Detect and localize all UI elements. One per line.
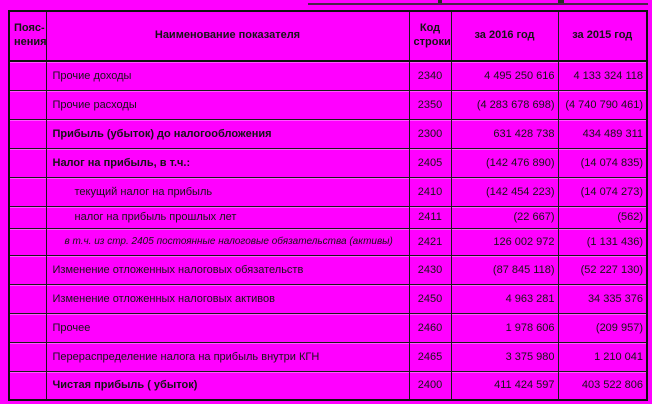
row-2016-value-cell: (4 283 678 698) xyxy=(450,89,559,120)
row-explanations-cell xyxy=(8,254,47,285)
row-2015-value-cell: (4 740 790 461) xyxy=(557,89,648,120)
row-name-cell: налог на прибыль прошлых лет xyxy=(45,205,410,229)
row-explanations-cell xyxy=(8,118,47,149)
table-body: Прочие доходы 2340 4 495 250 616 4 133 3… xyxy=(8,60,648,401)
row-name-cell: Прочие расходы xyxy=(45,89,410,120)
row-code-cell: 2340 xyxy=(408,60,452,91)
row-2016-value-cell: 4 495 250 616 xyxy=(450,60,559,91)
row-explanations-cell xyxy=(8,60,47,91)
table-row: Прочие расходы 2350 (4 283 678 698) (4 7… xyxy=(8,89,648,120)
row-name-cell: текущий налог на прибыль xyxy=(45,176,410,207)
row-code-cell: 2411 xyxy=(408,205,452,229)
row-2016-value-cell: 4 963 281 xyxy=(450,283,559,314)
cropped-text-underline-artifact xyxy=(308,3,648,5)
table-row: текущий налог на прибыль 2410 (142 454 2… xyxy=(8,176,648,207)
header-explanations-line1: Пояс- xyxy=(14,22,45,35)
table-row: Прочее 2460 1 978 606 (209 957) xyxy=(8,312,648,343)
row-2015-value-cell: (209 957) xyxy=(557,312,648,343)
row-2015-value-cell: 4 133 324 118 xyxy=(557,60,648,91)
row-explanations-cell xyxy=(8,205,47,229)
row-code-cell: 2465 xyxy=(408,341,452,372)
row-explanations-cell xyxy=(8,283,47,314)
table-row: Прочие доходы 2340 4 495 250 616 4 133 3… xyxy=(8,60,648,91)
row-explanations-cell xyxy=(8,312,47,343)
scan-speck xyxy=(558,0,564,3)
row-code-cell: 2400 xyxy=(408,370,452,401)
table-row: Прибыль (убыток) до налогообложения 2300… xyxy=(8,118,648,149)
row-2016-value-cell: (22 667) xyxy=(450,205,559,229)
row-name-cell: Прибыль (убыток) до налогообложения xyxy=(45,118,410,149)
table-row: Изменение отложенных налоговых обязатель… xyxy=(8,254,648,285)
row-2016-value-cell: (142 454 223) xyxy=(450,176,559,207)
row-name-cell: Перераспределение налога на прибыль внут… xyxy=(45,341,410,372)
income-statement-table: Пояс- нения Наименование показателя Код … xyxy=(8,10,648,401)
row-2016-value-cell: 1 978 606 xyxy=(450,312,559,343)
header-explanations-line2: нения xyxy=(14,36,46,48)
row-2015-value-cell: (14 074 835) xyxy=(557,147,648,178)
row-2015-value-cell: (1 131 436) xyxy=(557,227,648,256)
header-indicator-name: Наименование показателя xyxy=(45,10,410,62)
row-name-cell: Изменение отложенных налоговых обязатель… xyxy=(45,254,410,285)
header-explanations: Пояс- нения xyxy=(8,10,47,62)
row-code-cell: 2300 xyxy=(408,118,452,149)
header-row: Пояс- нения Наименование показателя Код … xyxy=(8,10,648,62)
header-year-2016: за 2016 год xyxy=(450,10,559,62)
row-explanations-cell xyxy=(8,341,47,372)
row-2016-value-cell: 631 428 738 xyxy=(450,118,559,149)
table-row: налог на прибыль прошлых лет 2411 (22 66… xyxy=(8,205,648,229)
row-2016-value-cell: 3 375 980 xyxy=(450,341,559,372)
row-name-cell: в т.ч. из стр. 2405 постоянные налоговые… xyxy=(45,227,410,256)
row-name-cell: Изменение отложенных налоговых активов xyxy=(45,283,410,314)
row-2016-value-cell: (142 476 890) xyxy=(450,147,559,178)
row-2015-value-cell: (562) xyxy=(557,205,648,229)
table-header: Пояс- нения Наименование показателя Код … xyxy=(8,10,648,62)
row-2015-value-cell: (14 074 273) xyxy=(557,176,648,207)
row-explanations-cell xyxy=(8,147,47,178)
row-code-cell: 2350 xyxy=(408,89,452,120)
row-code-cell: 2410 xyxy=(408,176,452,207)
row-2016-value-cell: (87 845 118) xyxy=(450,254,559,285)
table-row: Чистая прибыль ( убыток) 2400 411 424 59… xyxy=(8,370,648,401)
row-code-cell: 2421 xyxy=(408,227,452,256)
row-2015-value-cell: 434 489 311 xyxy=(557,118,648,149)
row-name-cell: Прочее xyxy=(45,312,410,343)
row-2015-value-cell: (52 227 130) xyxy=(557,254,648,285)
row-2016-value-cell: 411 424 597 xyxy=(450,370,559,401)
row-name-cell: Чистая прибыль ( убыток) xyxy=(45,370,410,401)
table-row: Налог на прибыль, в т.ч.: 2405 (142 476 … xyxy=(8,147,648,178)
scan-speck xyxy=(438,0,442,3)
row-2015-value-cell: 403 522 806 xyxy=(557,370,648,401)
row-name-cell: Прочие доходы xyxy=(45,60,410,91)
row-code-cell: 2460 xyxy=(408,312,452,343)
row-2016-value-cell: 126 002 972 xyxy=(450,227,559,256)
row-explanations-cell xyxy=(8,176,47,207)
table-row: Изменение отложенных налоговых активов 2… xyxy=(8,283,648,314)
header-year-2015: за 2015 год xyxy=(557,10,648,62)
row-code-cell: 2450 xyxy=(408,283,452,314)
table-row: Перераспределение налога на прибыль внут… xyxy=(8,341,648,372)
header-line-code: Код строки xyxy=(408,10,452,62)
row-explanations-cell xyxy=(8,89,47,120)
row-code-cell: 2430 xyxy=(408,254,452,285)
row-2015-value-cell: 34 335 376 xyxy=(557,283,648,314)
row-2015-value-cell: 1 210 041 xyxy=(557,341,648,372)
row-name-cell: Налог на прибыль, в т.ч.: xyxy=(45,147,410,178)
row-explanations-cell xyxy=(8,370,47,401)
row-explanations-cell xyxy=(8,227,47,256)
table-row: в т.ч. из стр. 2405 постоянные налоговые… xyxy=(8,227,648,256)
row-code-cell: 2405 xyxy=(408,147,452,178)
